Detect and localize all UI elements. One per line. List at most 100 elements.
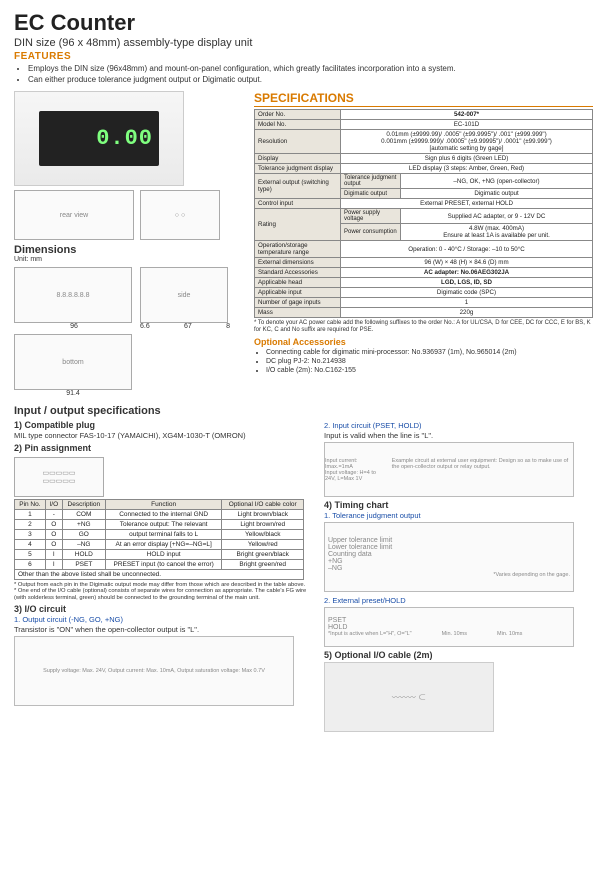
spec-label: Resolution: [255, 130, 341, 154]
pin-col: Function: [105, 500, 222, 510]
pin-cell: 4: [15, 540, 46, 550]
spec-value: 220g: [341, 308, 593, 318]
pin-cell: O: [45, 530, 62, 540]
dim-d66: 6.6: [140, 323, 150, 330]
spec-value: EC-101D: [341, 120, 593, 130]
pin-cell: COM: [62, 510, 105, 520]
spec-value: AC adapter: No.06AEG302JA: [341, 268, 593, 278]
dim-w96: 96: [14, 323, 134, 330]
spec-value: Operation: 0 - 40°C / Storage: –10 to 50…: [341, 241, 593, 258]
pin-cell: +NG: [62, 520, 105, 530]
pin-col: I/O: [45, 500, 62, 510]
spec-label: Applicable input: [255, 288, 341, 298]
spec-label: External output (switching type): [255, 174, 341, 199]
opt-item: DC plug PJ-2: No.214938: [266, 357, 593, 366]
pin-cell: I: [45, 560, 62, 570]
pin-cell: -: [45, 510, 62, 520]
spec-label: Number of gage inputs: [255, 298, 341, 308]
io-s4-sub2: 2. External preset/HOLD: [324, 596, 593, 605]
spec-heading: SPECIFICATIONS: [254, 91, 593, 107]
pin-cell: O: [45, 540, 62, 550]
io-s2-title: 2) Pin assignment: [14, 443, 314, 453]
side-dim-diagram: side: [140, 267, 228, 323]
pin-cell: HOLD: [62, 550, 105, 560]
opt-item: I/O cable (2m): No.C162-155: [266, 366, 593, 375]
optional-acc-heading: Optional Accessories: [254, 337, 593, 347]
feature-item: Can either produce tolerance judgment ou…: [28, 75, 593, 85]
spec-label: Rating: [255, 209, 341, 241]
pin-cell: GO: [62, 530, 105, 540]
tc2-label: Min. 10ms: [497, 631, 522, 637]
circuit-labels: Supply voltage: Max. 24V, Output current…: [43, 668, 265, 674]
pin-rownote: Other than the above listed shall be unc…: [15, 570, 304, 580]
spec-value: LED display (3 steps: Amber, Green, Red): [341, 164, 593, 174]
spec-value: 96 (W) × 48 (H) × 84.6 (D) mm: [341, 258, 593, 268]
pin-col: Optional I/O cable color: [222, 500, 304, 510]
pin-footnote: * Output from each pin in the Digimatic …: [14, 582, 314, 601]
spec-label: Model No.: [255, 120, 341, 130]
spec-label: Applicable head: [255, 278, 341, 288]
spec-value: Digimatic output: [401, 189, 593, 199]
spec-value: External PRESET, external HOLD: [341, 199, 593, 209]
output-circuit-diagram: Supply voltage: Max. 24V, Output current…: [14, 636, 294, 706]
pin-connector-diagram: ▭▭▭▭▭▭▭▭▭▭: [14, 457, 104, 497]
tc2-label: HOLD: [328, 624, 347, 631]
pin-cell: PSET: [62, 560, 105, 570]
tc-label: –NG: [328, 565, 342, 572]
tc2-label: Min. 10ms: [442, 631, 467, 637]
io-s2r-sub: Input is valid when the line is "L".: [324, 431, 593, 440]
pin-cell: –NG: [62, 540, 105, 550]
pin-cell: 5: [15, 550, 46, 560]
io-s1-title: 1) Compatible plug: [14, 420, 314, 430]
tc2-label: *Input is active when L="H", O="L": [328, 631, 412, 637]
dimensions-heading: Dimensions: [14, 244, 244, 256]
pin-cell: Light brown/black: [222, 510, 304, 520]
pin-table: Pin No. I/O Description Function Optiona…: [14, 499, 304, 580]
pin-cell: Connected to the internal GND: [105, 510, 222, 520]
spec-value: 0.01mm (±9999.99)/ .0005" (±99.9995")/ .…: [341, 130, 593, 154]
pin-cell: At an error display [+NG=–NG=L]: [105, 540, 222, 550]
io-s3-sub: 1. Output circuit (-NG, GO, +NG): [14, 615, 314, 624]
io-s2r-title: 2. Input circuit (PSET, HOLD): [324, 421, 593, 430]
spec-label: Standard Accessories: [255, 268, 341, 278]
spec-value: –NG, OK, +NG (open-collector): [401, 174, 593, 189]
io-s5-title: 5) Optional I/O cable (2m): [324, 650, 593, 660]
pin-cell: 6: [15, 560, 46, 570]
spec-label: Mass: [255, 308, 341, 318]
bottom-dim-diagram: bottom: [14, 334, 132, 390]
optional-acc-list: Connecting cable for digimatic mini-proc…: [266, 348, 593, 375]
page-title: EC Counter: [14, 10, 593, 36]
timing-chart-2: PSET HOLD *Input is active when L="H", O…: [324, 607, 574, 647]
spec-value: Sign plus 6 digits (Green LED): [341, 154, 593, 164]
pin-cell: Yellow/black: [222, 530, 304, 540]
spec-sublabel: Power supply voltage: [341, 209, 401, 224]
tc-label: Counting data: [328, 551, 372, 558]
features-heading: FEATURES: [14, 51, 593, 62]
product-photo: 0.00: [14, 91, 184, 186]
pin-cell: PRESET input (to cancel the error): [105, 560, 222, 570]
io-heading: Input / output specifications: [14, 405, 593, 417]
pin-cell: I: [45, 550, 62, 560]
front-dim-diagram: 8.8.8.8.8.8: [14, 267, 132, 323]
page-subtitle: DIN size (96 x 48mm) assembly-type displ…: [14, 37, 593, 49]
spec-sublabel: Digimatic output: [341, 189, 401, 199]
pin-cell: Tolerance output: The relevant: [105, 520, 222, 530]
input-circuit-diagram: Input current: Imax.=1mA Input voltage: …: [324, 442, 574, 497]
spec-value: 4.8W (max. 400mA) Ensure at least 1A is …: [401, 224, 593, 241]
tc-label: +NG: [328, 558, 343, 565]
spec-footnote: * To denote your AC power cable add the …: [254, 320, 593, 333]
spec-label: Tolerance judgment display: [255, 164, 341, 174]
spec-value: LGD, LGS, ID, SD: [341, 278, 593, 288]
io-s1-text: MIL type connector FAS-10-17 (YAMAICHI),…: [14, 431, 314, 440]
spec-value: Digimatic code (SPC): [341, 288, 593, 298]
input-circuit-right: Example circuit at external user equipme…: [392, 458, 573, 482]
feature-item: Employs the DIN size (96x48mm) and mount…: [28, 64, 593, 74]
spec-label: Control input: [255, 199, 341, 209]
spec-value: 542-007*: [341, 110, 593, 120]
spec-sublabel: Power consumption: [341, 224, 401, 241]
spec-label: External dimensions: [255, 258, 341, 268]
opt-item: Connecting cable for digimatic mini-proc…: [266, 348, 593, 357]
spec-table: Order No.542-007* Model No.EC-101D Resol…: [254, 109, 593, 318]
pin-cell: 2: [15, 520, 46, 530]
spec-label: Order No.: [255, 110, 341, 120]
